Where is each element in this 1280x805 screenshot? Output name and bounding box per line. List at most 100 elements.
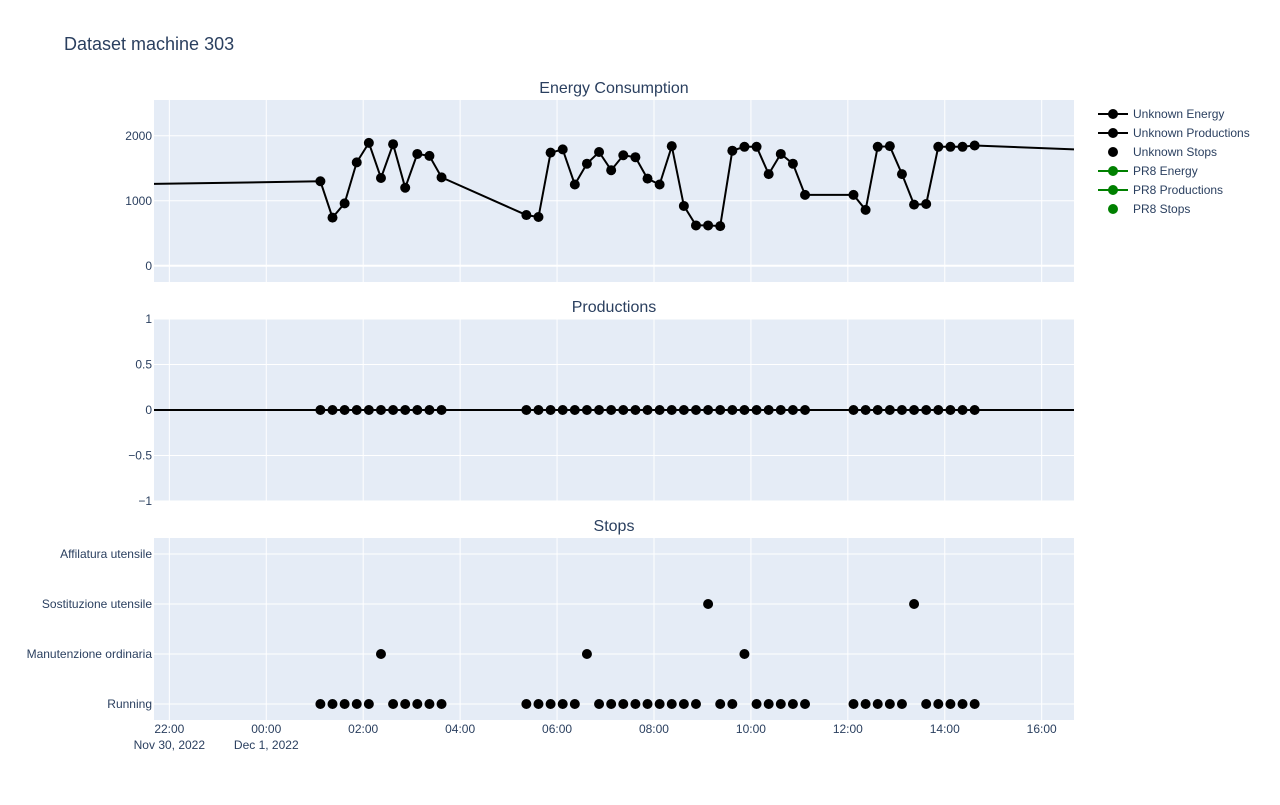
- data-point: [884, 141, 895, 152]
- data-point: [969, 405, 980, 415]
- data-point: [412, 699, 423, 709]
- data-point: [557, 405, 568, 415]
- x-tick-label: 22:00: [154, 722, 184, 736]
- y-tick-label: Manutenzione ordinaria: [27, 647, 153, 661]
- legend-label: Unknown Stops: [1133, 145, 1217, 159]
- data-point: [921, 405, 932, 415]
- data-point: [727, 699, 738, 709]
- data-point: [727, 405, 738, 415]
- data-point: [921, 199, 932, 209]
- subplot-title: Productions: [572, 299, 657, 316]
- data-point: [775, 148, 786, 159]
- data-point: [557, 699, 568, 709]
- data-point: [921, 699, 932, 709]
- x-axis-ticks: 22:00 Nov 30, 2022 00:00 Dec 1, 2022 02:00 04…: [134, 722, 1057, 752]
- data-point: [327, 405, 338, 415]
- data-point: [703, 405, 714, 415]
- data-point: [678, 200, 689, 211]
- y-tick-label: Running: [107, 697, 152, 711]
- data-point: [957, 141, 968, 152]
- data-point: [545, 405, 556, 415]
- data-point: [400, 405, 411, 415]
- subplot-title: Stops: [594, 518, 635, 535]
- data-point: [715, 699, 726, 709]
- series-unknown-stops: [315, 599, 980, 709]
- y-tick-label: 1: [145, 312, 152, 326]
- data-point: [872, 699, 883, 709]
- legend-item: Unknown Energy: [1098, 107, 1224, 121]
- x-tick-label: 06:00: [542, 722, 572, 736]
- data-point: [339, 405, 350, 415]
- data-point: [751, 141, 762, 152]
- data-point: [739, 649, 750, 659]
- data-point: [533, 699, 544, 709]
- series-unknown-productions: [154, 405, 1074, 415]
- data-point: [606, 165, 617, 176]
- data-point: [400, 182, 411, 193]
- legend-item: Unknown Stops: [1108, 145, 1217, 159]
- data-point: [751, 699, 762, 709]
- data-point: [363, 405, 374, 415]
- data-point: [642, 699, 653, 709]
- data-point: [375, 405, 386, 415]
- data-point: [933, 405, 944, 415]
- data-point: [909, 599, 920, 609]
- data-point: [787, 699, 798, 709]
- data-point: [933, 699, 944, 709]
- data-point: [351, 405, 362, 415]
- data-point: [533, 405, 544, 415]
- data-point: [896, 169, 907, 180]
- legend-swatch-marker: [1108, 185, 1118, 195]
- data-point: [545, 147, 556, 158]
- data-point: [436, 699, 447, 709]
- data-point: [388, 139, 399, 150]
- data-point: [715, 221, 726, 232]
- figure-title: Dataset machine 303: [64, 34, 234, 54]
- data-point: [703, 220, 714, 231]
- x-tick-label: 08:00: [639, 722, 669, 736]
- plot-area: [154, 538, 1074, 720]
- data-point: [872, 141, 883, 152]
- y-tick-label: −1: [138, 494, 152, 508]
- data-point: [751, 405, 762, 415]
- data-point: [800, 699, 811, 709]
- data-point: [327, 699, 338, 709]
- data-point: [848, 189, 859, 200]
- y-tick-label: 2000: [125, 129, 152, 143]
- data-point: [618, 150, 629, 161]
- data-point: [594, 405, 605, 415]
- data-point: [388, 699, 399, 709]
- data-point: [363, 699, 374, 709]
- data-point: [388, 405, 399, 415]
- data-point: [933, 141, 944, 152]
- data-point: [690, 699, 701, 709]
- data-point: [763, 405, 774, 415]
- y-tick-label: 0: [145, 259, 152, 273]
- x-tick-label: 00:00: [251, 722, 281, 736]
- data-point: [630, 699, 641, 709]
- data-point: [884, 699, 895, 709]
- data-point: [690, 405, 701, 415]
- legend-item: PR8 Stops: [1108, 202, 1190, 216]
- data-point: [654, 699, 665, 709]
- legend: Unknown Energy Unknown Productions Unknown…: [1098, 107, 1250, 216]
- data-point: [666, 141, 677, 152]
- legend-label: PR8 Stops: [1133, 202, 1190, 216]
- data-point: [800, 405, 811, 415]
- data-point: [690, 220, 701, 231]
- y-tick-label: Affilatura utensile: [60, 547, 152, 561]
- data-point: [909, 405, 920, 415]
- legend-item: PR8 Energy: [1098, 164, 1198, 178]
- data-point: [375, 649, 386, 659]
- data-point: [521, 405, 532, 415]
- subplot-title: Energy Consumption: [539, 80, 688, 97]
- data-point: [630, 405, 641, 415]
- x-tick-label: 10:00: [736, 722, 766, 736]
- data-point: [545, 699, 556, 709]
- x-tick-label: 14:00: [930, 722, 960, 736]
- data-point: [872, 405, 883, 415]
- data-point: [848, 699, 859, 709]
- data-point: [763, 699, 774, 709]
- data-point: [896, 699, 907, 709]
- data-point: [969, 699, 980, 709]
